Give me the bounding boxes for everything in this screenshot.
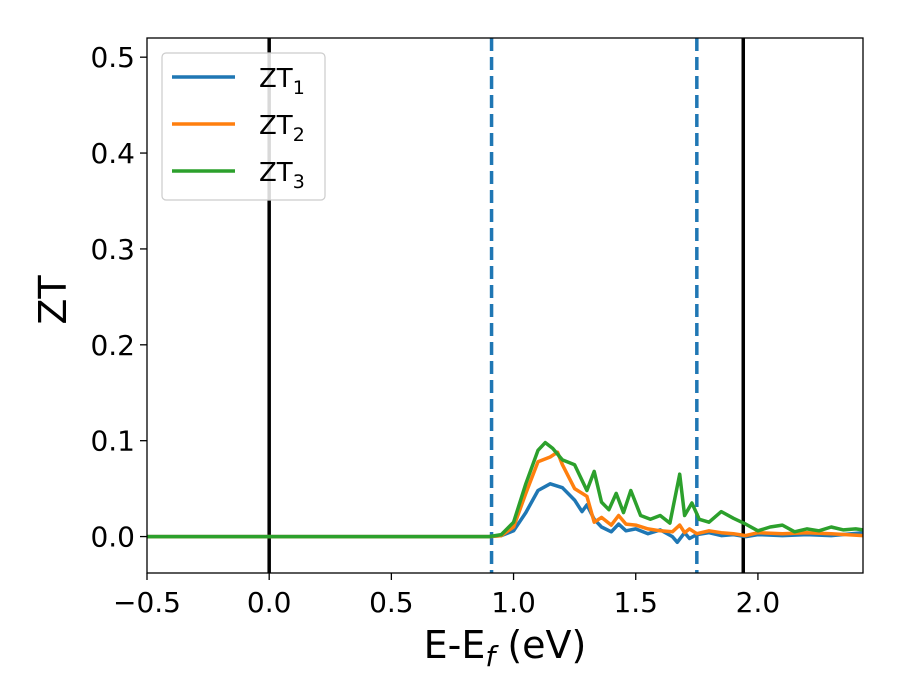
legend-box bbox=[161, 52, 326, 201]
x-tick-label: 2.0 bbox=[736, 586, 781, 619]
x-tick-label: 1.0 bbox=[491, 586, 536, 619]
series-line-zt3 bbox=[147, 440, 863, 539]
y-axis-label: ZT bbox=[31, 275, 75, 325]
legend-label-zt2: ZT2 bbox=[259, 111, 305, 146]
legend: ZT1 ZT2 ZT3 bbox=[161, 52, 326, 201]
y-tick-label: 0.0 bbox=[90, 521, 135, 554]
x-tick-label: 1.5 bbox=[613, 586, 658, 619]
x-axis-label-suffix: (eV) bbox=[495, 623, 586, 667]
x-tick-label: 0.5 bbox=[369, 586, 414, 619]
x-axis-label: E-Ef (eV) bbox=[424, 623, 587, 673]
x-tick-label: −0.5 bbox=[113, 586, 181, 619]
series-line-zt2 bbox=[147, 450, 863, 539]
legend-label-zt1: ZT1 bbox=[259, 64, 305, 99]
y-tick-label: 0.2 bbox=[90, 329, 135, 362]
y-tick-label: 0.3 bbox=[90, 233, 135, 266]
legend-label-zt3: ZT3 bbox=[259, 158, 305, 193]
axis-ticks: −0.5 0.0 0.5 1.0 1.5 2.0 0.0 0.1 0.2 0.3 0.4 0.5 bbox=[90, 41, 780, 619]
x-axis-label-main: E-E bbox=[424, 623, 486, 667]
y-tick-label: 0.1 bbox=[90, 425, 135, 458]
plot-frame bbox=[146, 37, 864, 574]
x-tick-label: 0.0 bbox=[247, 586, 292, 619]
y-tick-label: 0.4 bbox=[90, 137, 135, 170]
plot-content bbox=[147, 38, 863, 573]
y-tick-label: 0.5 bbox=[90, 41, 135, 74]
